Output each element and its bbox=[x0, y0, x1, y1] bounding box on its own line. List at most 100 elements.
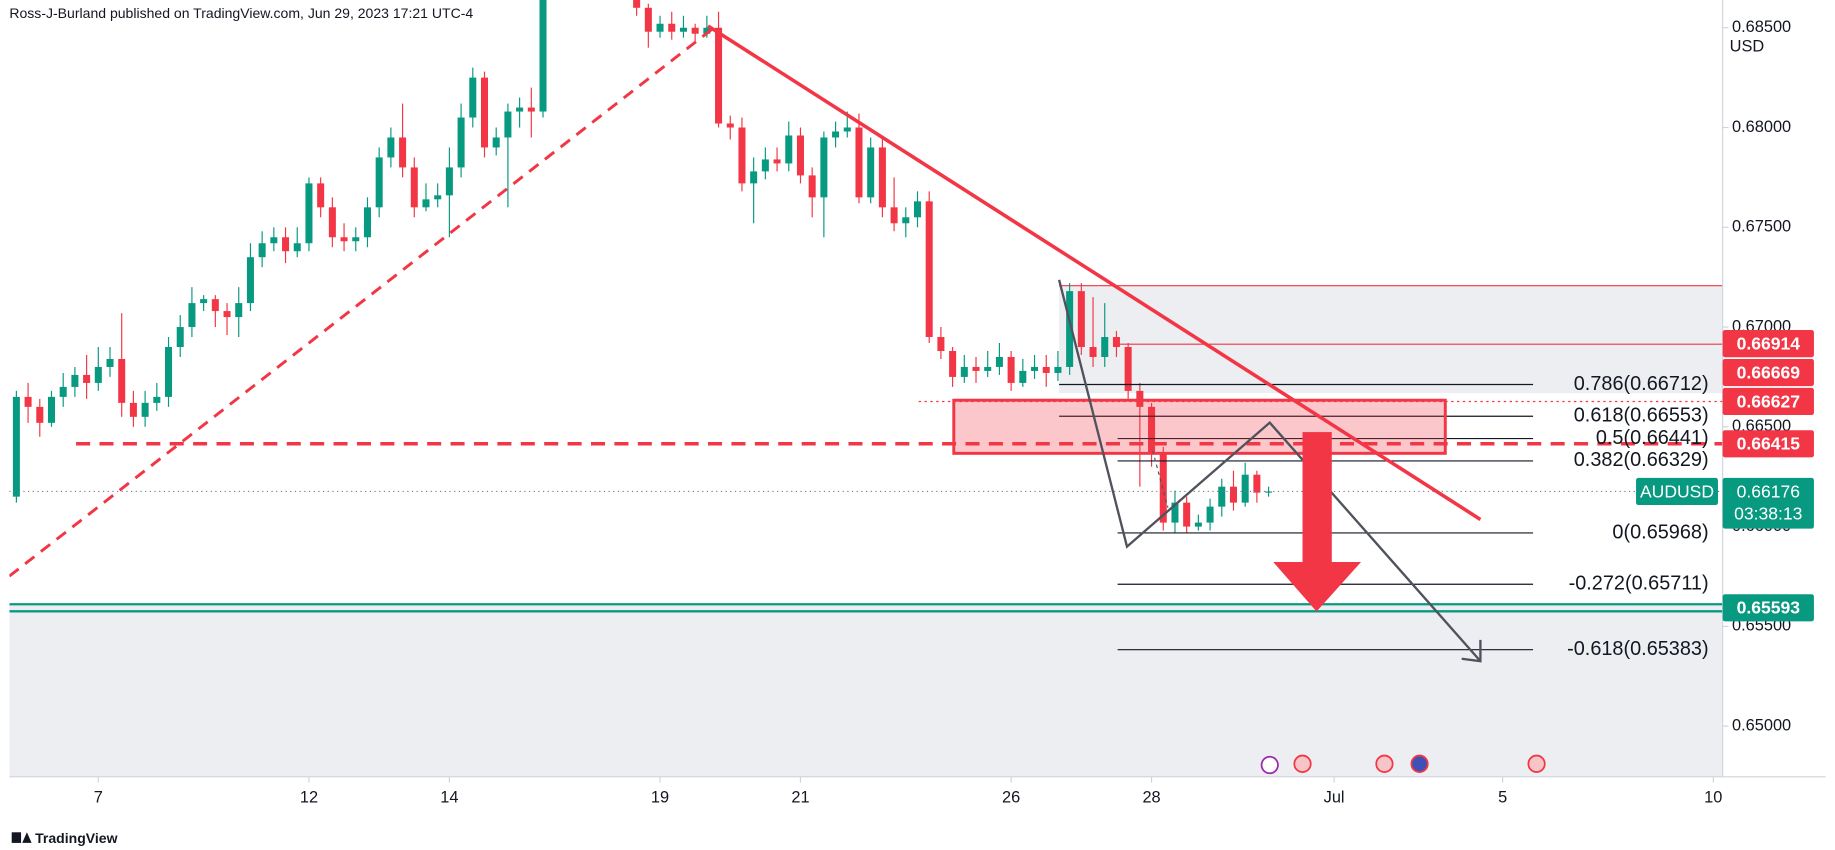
candle-body bbox=[223, 311, 231, 318]
candle-body bbox=[715, 27, 723, 124]
drawing-layer bbox=[9, 24, 1482, 663]
currency-box bbox=[1724, 33, 1796, 62]
price-tag bbox=[1722, 330, 1814, 358]
candle-body bbox=[118, 358, 126, 403]
candle-body bbox=[960, 366, 968, 377]
candle-body bbox=[539, 0, 547, 112]
candle-body bbox=[106, 358, 114, 367]
candle-body bbox=[1148, 406, 1156, 453]
fib-label: 0.618(0.66553) bbox=[1574, 404, 1709, 426]
candle-body bbox=[457, 117, 465, 168]
candle-body bbox=[36, 406, 44, 423]
candle-body bbox=[1031, 366, 1039, 371]
candle-body bbox=[1124, 346, 1132, 391]
candle-body bbox=[1054, 366, 1062, 373]
price-tag-label: 0.65593 bbox=[1737, 598, 1801, 618]
candle-body bbox=[1194, 522, 1202, 527]
candle-body bbox=[165, 346, 173, 397]
event-icons bbox=[1260, 754, 1546, 775]
candle-body bbox=[925, 201, 933, 338]
fib-label: -0.618(0.65383) bbox=[1567, 638, 1708, 660]
candle-body bbox=[726, 123, 734, 128]
candle-body bbox=[492, 137, 500, 148]
candle-body bbox=[188, 303, 196, 328]
candle-body bbox=[668, 23, 676, 32]
price-tag bbox=[1722, 430, 1814, 458]
candle-body bbox=[843, 127, 851, 132]
price-tag-label: 0.66669 bbox=[1737, 362, 1801, 382]
rising-trendline bbox=[9, 24, 718, 578]
candle-body bbox=[691, 27, 699, 34]
candle-body bbox=[703, 27, 711, 34]
logo-mark bbox=[22, 832, 32, 843]
fib-label: 0(0.65968) bbox=[1612, 521, 1708, 543]
candle-body bbox=[785, 135, 793, 164]
candle-body bbox=[679, 27, 687, 32]
price-tag-label: 0.66627 bbox=[1737, 391, 1801, 411]
candle-body bbox=[153, 396, 161, 403]
x-tick-label: 21 bbox=[791, 788, 809, 806]
fib-label: 0.786(0.66712) bbox=[1574, 373, 1709, 395]
candle-body bbox=[773, 159, 781, 164]
candle-body bbox=[387, 137, 395, 158]
candle-body bbox=[47, 396, 56, 423]
price-tag-label: 0.66914 bbox=[1737, 333, 1801, 353]
x-tick-label: 12 bbox=[300, 788, 318, 806]
x-tick-label: 5 bbox=[1498, 788, 1507, 806]
candle-body bbox=[94, 366, 102, 383]
price-tag bbox=[1722, 358, 1814, 387]
price-tag-label: 0.66415 bbox=[1737, 434, 1801, 454]
projection-path bbox=[1057, 279, 1482, 662]
x-tick-label: 19 bbox=[651, 788, 669, 806]
candle-body bbox=[211, 299, 219, 312]
fib-label: 0.382(0.66329) bbox=[1574, 449, 1709, 471]
candle-body bbox=[141, 402, 149, 417]
candle-body bbox=[246, 257, 254, 304]
candle-body bbox=[270, 237, 278, 244]
candle-body bbox=[352, 237, 360, 242]
candle-body bbox=[796, 135, 804, 176]
logo-mark bbox=[11, 832, 22, 843]
candle-body bbox=[1253, 474, 1261, 493]
y-tick-label: 0.68000 bbox=[1732, 118, 1791, 136]
candle-body bbox=[59, 386, 67, 397]
candle-body bbox=[984, 366, 992, 371]
x-tick-label: 10 bbox=[1704, 788, 1722, 806]
candle-body bbox=[913, 201, 922, 218]
y-tick-label: 0.65000 bbox=[1732, 716, 1791, 734]
candle-body bbox=[820, 137, 828, 198]
candle-body bbox=[1159, 452, 1167, 523]
candle-body bbox=[949, 350, 957, 377]
candle-body bbox=[71, 374, 79, 387]
candle-body bbox=[363, 207, 371, 238]
candle-body bbox=[24, 396, 32, 407]
background-layer bbox=[9, 285, 1723, 777]
event-icon bbox=[1375, 754, 1394, 773]
x-tick-label: 14 bbox=[440, 788, 458, 806]
candle-body bbox=[1183, 502, 1191, 527]
candle-body bbox=[972, 366, 980, 371]
target-zone bbox=[1059, 285, 1723, 394]
candle-body bbox=[656, 23, 664, 32]
currency-label: USD bbox=[1730, 38, 1765, 56]
candle-body bbox=[1101, 337, 1109, 357]
candle-body bbox=[200, 299, 208, 304]
candle-body bbox=[761, 159, 769, 172]
candle-body bbox=[1171, 502, 1179, 523]
projection-arrowhead bbox=[1461, 639, 1482, 663]
resistance-box bbox=[952, 398, 1447, 455]
candle-body bbox=[855, 127, 863, 198]
candle-body bbox=[12, 396, 20, 497]
candle-body bbox=[410, 167, 418, 208]
candle-body bbox=[434, 195, 442, 200]
x-tick-label: 28 bbox=[1142, 788, 1160, 806]
candle-body bbox=[445, 167, 453, 196]
x-tick-label: 7 bbox=[94, 788, 103, 806]
fib-label: -0.272(0.65711) bbox=[1569, 572, 1709, 594]
event-icon bbox=[1260, 755, 1279, 775]
event-icon bbox=[1293, 754, 1312, 773]
candle-body bbox=[738, 127, 746, 184]
candle-body bbox=[1077, 291, 1085, 347]
